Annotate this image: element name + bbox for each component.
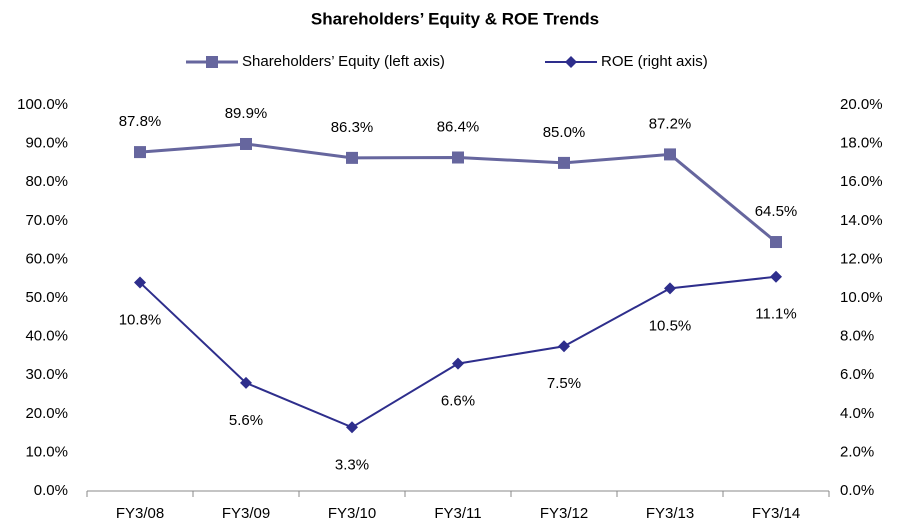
y2-tick-label: 4.0% [840,405,874,422]
data-label: 86.4% [437,118,480,135]
data-point [346,151,358,164]
data-label: 10.8% [119,312,162,329]
legend-label: Shareholders’ Equity (left axis) [242,53,445,70]
data-point [452,151,464,164]
y2-tick-label: 0.0% [840,482,874,499]
data-point [770,236,782,249]
y-tick-label: 90.0% [25,135,68,152]
y-tick-label: 100.0% [17,96,68,113]
data-point [558,340,570,353]
y2-tick-label: 8.0% [840,328,874,345]
data-label: 6.6% [441,393,475,410]
y-tick-label: 70.0% [25,212,68,229]
y2-tick-label: 14.0% [840,212,883,229]
data-label: 89.9% [225,105,268,122]
y-tick-label: 40.0% [25,328,68,345]
x-tick-label: FY3/08 [116,505,164,522]
data-point [346,421,358,434]
x-tick-label: FY3/10 [328,505,376,522]
legend-label: ROE (right axis) [601,53,708,70]
x-tick-label: FY3/11 [434,505,481,522]
data-label: 5.6% [229,412,263,429]
y-tick-label: 30.0% [25,366,68,383]
data-label: 10.5% [649,317,692,334]
y-tick-label: 60.0% [25,250,68,267]
y-tick-label: 20.0% [25,405,68,422]
data-point [240,137,252,150]
data-label: 64.5% [755,203,798,220]
y2-tick-label: 16.0% [840,173,883,190]
legend-marker [565,56,577,68]
y-tick-label: 80.0% [25,173,68,190]
x-tick-label: FY3/09 [222,505,270,522]
y2-tick-label: 6.0% [840,366,874,383]
data-point [452,357,464,370]
data-point [240,376,252,389]
data-label: 11.1% [755,306,796,323]
data-point [558,156,570,169]
data-label: 7.5% [547,375,581,392]
data-label: 87.2% [649,115,692,132]
data-point [770,270,782,283]
y-tick-label: 0.0% [34,482,68,499]
y2-tick-label: 20.0% [840,96,883,113]
y2-tick-label: 2.0% [840,443,874,460]
data-point [134,276,146,289]
x-tick-label: FY3/14 [752,505,800,522]
data-point [664,282,676,295]
data-label: 86.3% [331,119,374,136]
chart-title: Shareholders’ Equity & ROE Trends [311,9,599,28]
x-tick-label: FY3/13 [646,505,694,522]
data-point [134,146,146,159]
data-label: 3.3% [335,456,369,473]
legend-marker [206,56,218,68]
y-tick-label: 50.0% [25,289,68,306]
data-point [664,148,676,161]
data-label: 85.0% [543,124,586,141]
y2-tick-label: 18.0% [840,135,883,152]
y2-tick-label: 12.0% [840,250,883,267]
y2-tick-label: 10.0% [840,289,883,306]
data-label: 87.8% [119,113,162,130]
x-tick-label: FY3/12 [540,505,588,522]
y-tick-label: 10.0% [25,443,68,460]
